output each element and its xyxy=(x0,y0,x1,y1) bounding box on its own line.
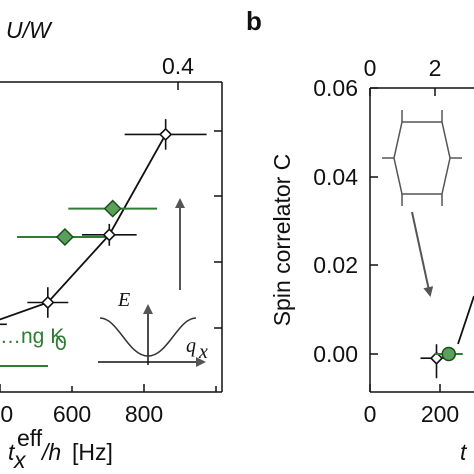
panel-b-letter: b xyxy=(246,6,262,36)
panel-a-x-label-sup: eff xyxy=(17,425,43,451)
panel-b-data xyxy=(420,344,463,379)
panel-b-green-point xyxy=(441,346,456,362)
panel-a-series-line xyxy=(0,133,167,321)
inset-dispersion-curve xyxy=(99,317,197,357)
panel-b-top-tick-label: 0 xyxy=(364,55,377,81)
lattice-cell xyxy=(393,121,451,195)
panel-a-legend-label: …ng K xyxy=(0,325,64,348)
panel-a-x-axis-label: t x eff /h [Hz] xyxy=(8,425,113,473)
panel-a-x-label-unit: [Hz] xyxy=(72,439,113,465)
panel-a-x-tick-label: 600 xyxy=(53,401,91,427)
panel-b-y-tick-label: 0.02 xyxy=(313,252,358,278)
inset-energy-label: E xyxy=(117,289,130,311)
panel-a-green-series xyxy=(17,199,158,247)
panel-b-top-tick-label: 2 xyxy=(429,55,442,81)
panel-b-y-tick-label: 0.04 xyxy=(313,164,358,190)
panel-b-y-tick-label: 0.00 xyxy=(313,341,358,367)
black-data-point xyxy=(159,127,173,142)
panel-b-y-tick-label: 0.06 xyxy=(313,75,358,101)
panel-a-legend: …ng K 0 xyxy=(0,325,67,367)
panel-b-lattice-sketch xyxy=(382,110,462,206)
panel-b: b 0.06 0.04 0.02 0.00 0 2 0 200 t Spin c… xyxy=(246,6,474,465)
panel-b-series-line xyxy=(457,295,474,345)
inset-momentum-subscript: x xyxy=(198,341,208,363)
panel-a-x-tick-label: 400 xyxy=(0,401,13,427)
black-data-point xyxy=(102,228,116,242)
panel-a-black-line xyxy=(0,133,167,321)
panel-a-x-label-t: t xyxy=(8,439,16,465)
panel-b-black-point xyxy=(429,351,444,365)
panel-b-x-label-fragment: t xyxy=(460,439,468,465)
panel-b-x-tick-label: 200 xyxy=(421,401,459,427)
panel-a-x-tick-label: 800 xyxy=(125,401,163,427)
panel-a-x-label-sub: x xyxy=(13,447,27,473)
black-data-point xyxy=(41,295,55,310)
panel-a-black-series xyxy=(0,119,207,326)
green-data-point xyxy=(55,227,74,247)
panel-a-legend-subscript: 0 xyxy=(55,332,67,355)
panel-a-top-tick-label: 0.4 xyxy=(162,53,194,79)
green-data-point xyxy=(103,199,122,218)
panel-a: U/W 0.4 400 600 800 t x eff /h [Hz] xyxy=(0,17,223,473)
inset-momentum-label: q xyxy=(186,335,196,357)
panel-a-x-label-h: /h xyxy=(40,439,61,465)
panel-b-sketch-arrow xyxy=(411,211,434,297)
panel-b-y-axis-label: Spin correlator C xyxy=(269,154,295,327)
panel-b-x-tick-label: 0 xyxy=(364,401,377,427)
panel-a-inset: E q x xyxy=(98,289,208,367)
panel-a-top-axis-label: U/W xyxy=(6,17,53,43)
